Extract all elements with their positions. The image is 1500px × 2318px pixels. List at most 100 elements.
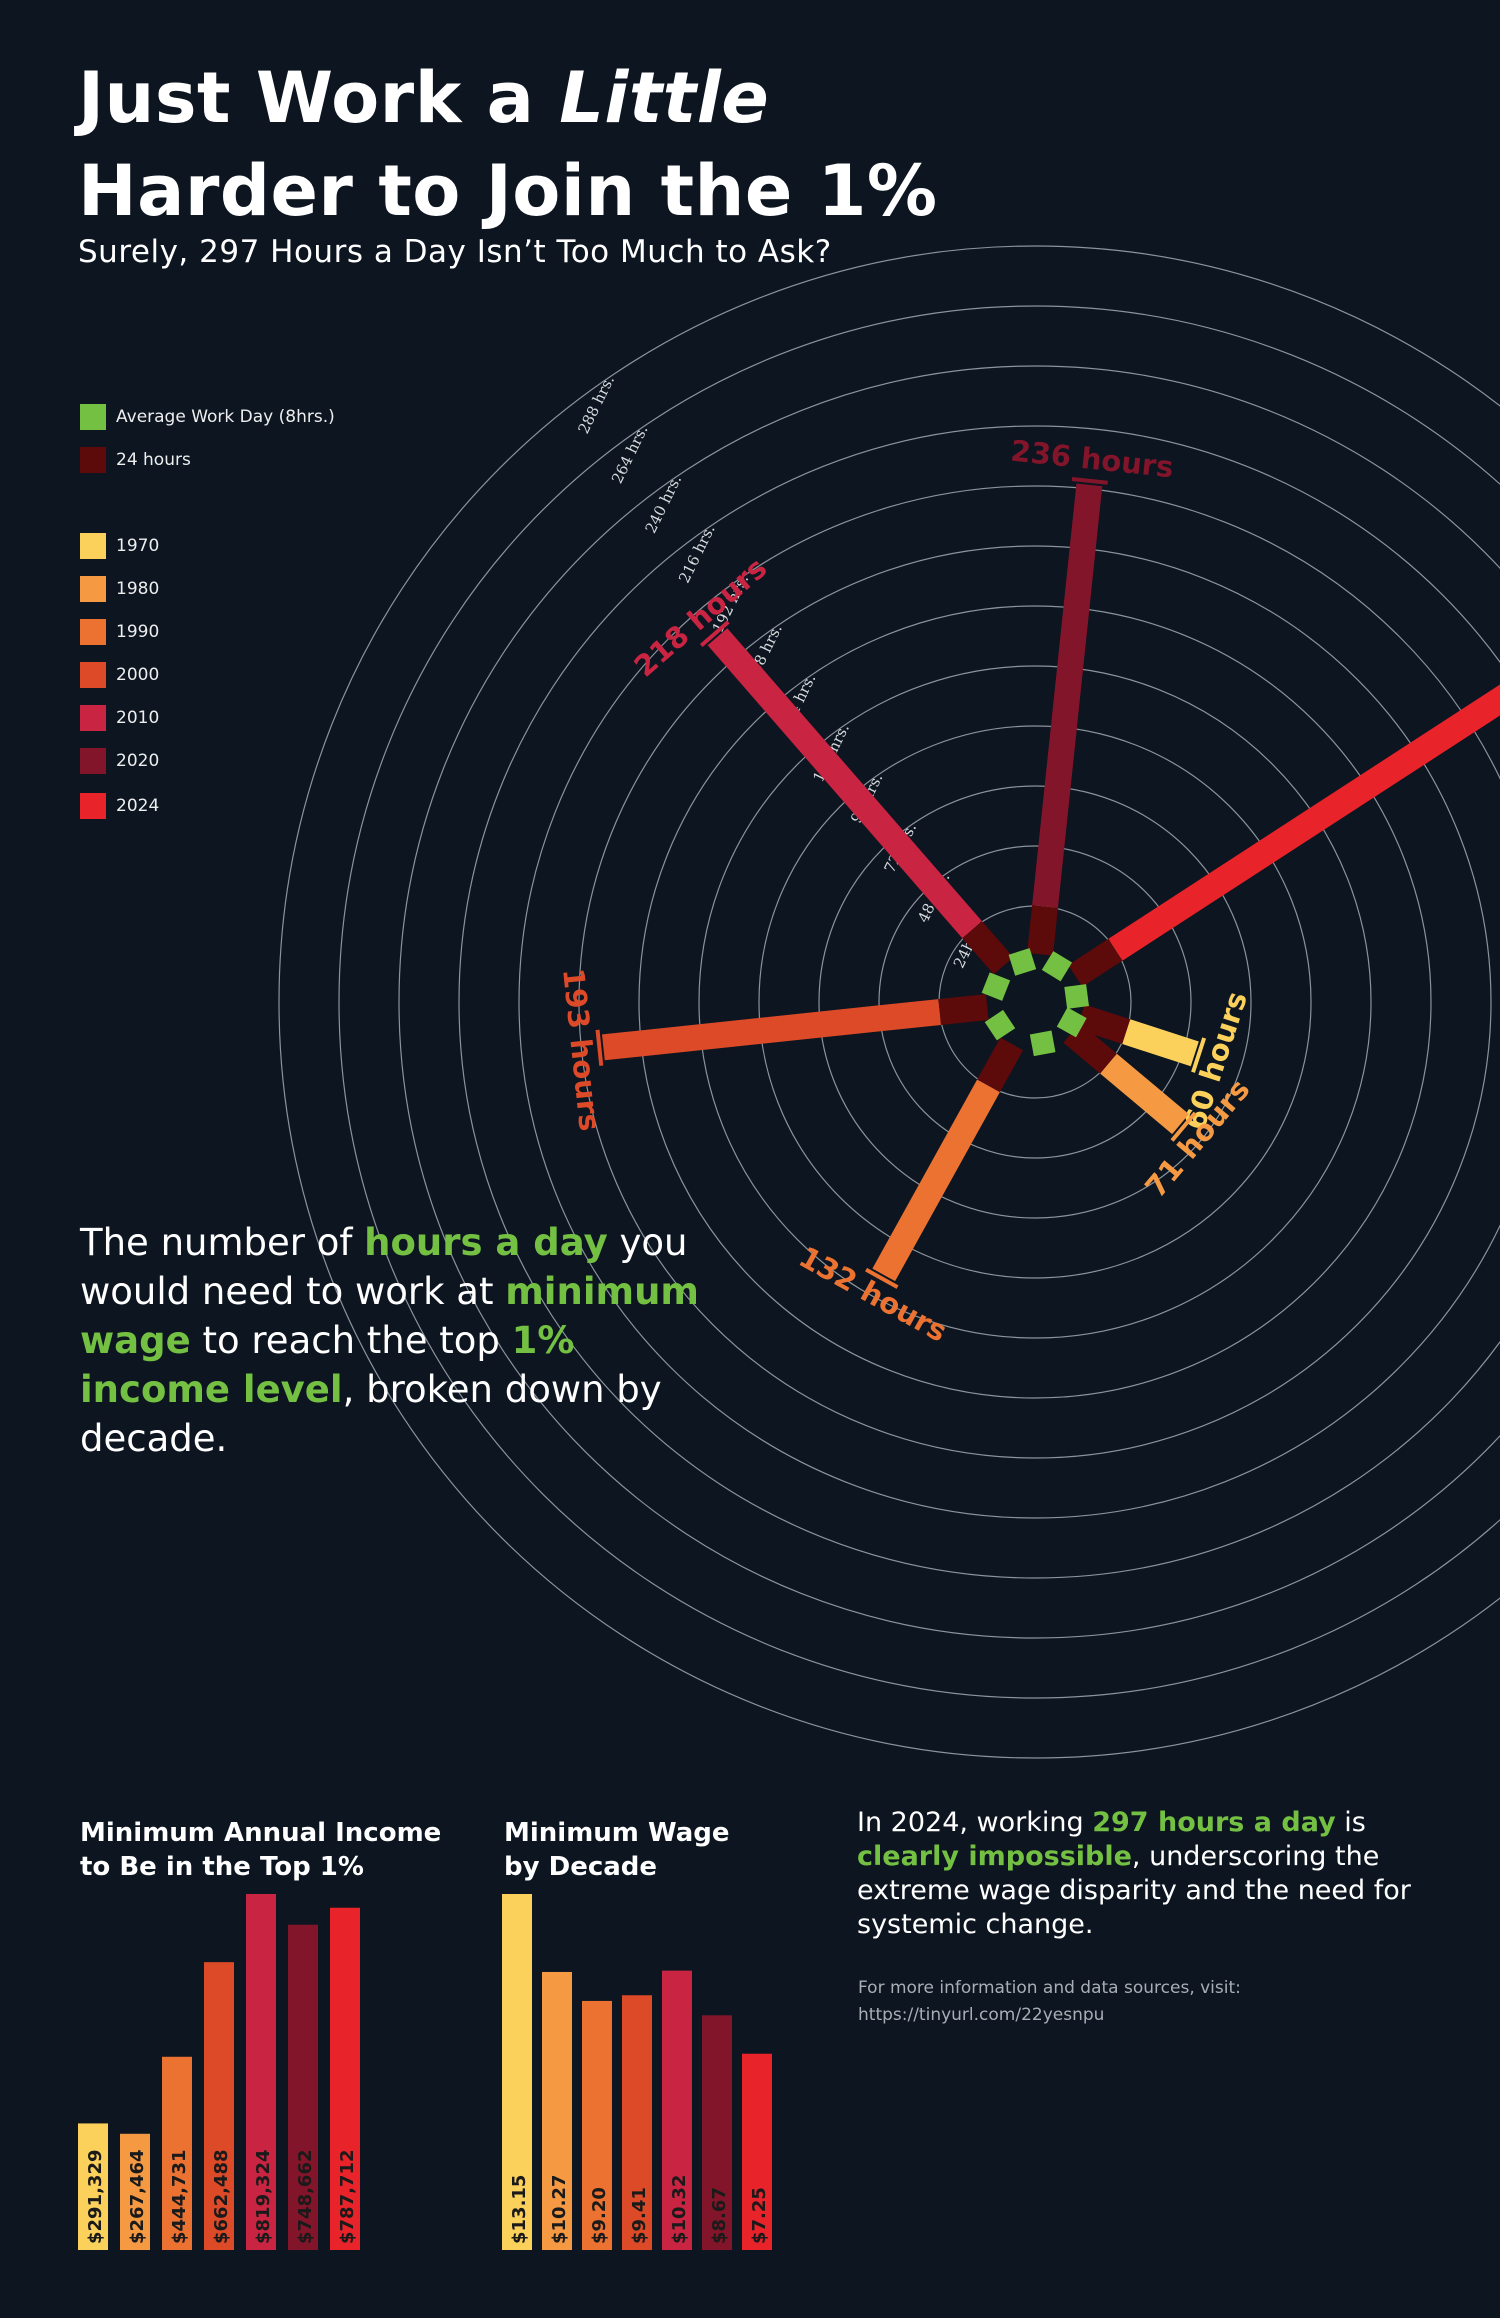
bar-cap — [595, 1029, 604, 1066]
ring-label: 216 hrs. — [675, 522, 719, 586]
legend-swatch — [80, 662, 106, 688]
desc-text-2: you would need to work at — [80, 1221, 688, 1313]
ring — [518, 485, 1500, 1519]
chart-description: The number of hours a day you would need… — [80, 1218, 720, 1463]
workday-marker — [1064, 984, 1089, 1009]
workday-marker — [984, 1009, 1016, 1041]
legend-label: 2010 — [116, 708, 160, 728]
day-segment — [962, 921, 1014, 975]
legend-label: Average Work Day (8hrs.) — [116, 407, 335, 427]
bar-value-label: $7.25 — [749, 2187, 770, 2244]
bar-2020 — [702, 2015, 732, 2250]
bar-value-label: $8.67 — [709, 2187, 730, 2244]
income-title-line2: to Be in the Top 1% — [80, 1852, 364, 1882]
ring — [578, 545, 1492, 1459]
legend-label: 1990 — [116, 622, 160, 642]
legend-item: 2024 — [80, 793, 159, 819]
bar-1980 — [542, 1971, 572, 2250]
title-line2: Harder to Join the 1% — [78, 150, 938, 232]
bar-2024 — [742, 2053, 772, 2250]
bar-2024 — [330, 1907, 360, 2250]
title-line1: Just Work a — [78, 57, 560, 139]
bar-1990 — [162, 2056, 192, 2250]
bar-value-label: $10.32 — [669, 2175, 690, 2244]
ring — [398, 365, 1500, 1639]
title-emphasis: Little — [559, 57, 770, 139]
desc-text-4: , broken down by decade. — [80, 1368, 662, 1460]
legend-swatch — [80, 533, 106, 559]
conclusion-text: In 2024, working 297 hours a day is clea… — [857, 1806, 1417, 1942]
ring — [338, 305, 1500, 1699]
wage-bar-chart: $13.15 $10.27 $9.20 $9.41 $10.32 $8.67 $7.25 — [502, 1894, 772, 2250]
income-chart-title: Minimum Annual Income to Be in the Top 1% — [80, 1816, 441, 1884]
legend-label: 1970 — [116, 536, 160, 556]
bar-value-label: $267,464 — [127, 2149, 148, 2244]
bar-1970 — [1122, 1019, 1199, 1067]
bar-2000 — [622, 1995, 652, 2250]
bar-label-2000: 193 hours — [556, 967, 607, 1133]
legend-swatch — [80, 748, 106, 774]
sources-link[interactable]: https://tinyurl.com/22yesnpu — [858, 2005, 1105, 2025]
page-subtitle: Surely, 297 Hours a Day Isn’t Too Much t… — [78, 234, 832, 270]
bar-1990 — [582, 2000, 612, 2250]
legend-swatch — [80, 705, 106, 731]
legend-label: 2000 — [116, 665, 160, 685]
bar-2010 — [662, 1970, 692, 2250]
bar-value-label: $787,712 — [337, 2149, 358, 2244]
bar-cap — [1071, 476, 1108, 485]
ring — [818, 785, 1252, 1219]
bar-2010 — [707, 628, 982, 939]
legend-swatch — [80, 404, 106, 430]
legend-label: 24 hours — [116, 450, 191, 470]
conclusion-highlight-hours: 297 hours a day — [1092, 1807, 1336, 1838]
ring — [638, 605, 1432, 1399]
income-title-line1: Minimum Annual Income — [80, 1818, 442, 1848]
radial-rings — [278, 245, 1500, 1759]
workday-marker — [1041, 951, 1073, 982]
bar-1970 — [78, 2123, 108, 2250]
day-segment — [1068, 938, 1123, 987]
legend-item: 1970 — [80, 533, 159, 559]
legend-label: 2020 — [116, 751, 160, 771]
bar-value-label: $662,488 — [211, 2149, 232, 2244]
bar-1980 — [1100, 1053, 1189, 1135]
radial-hours-chart: 24hrs.48 hrs.72 hrs.96 hrs.120 hrs.144 h… — [278, 245, 1500, 1759]
desc-text-3: to reach the top — [190, 1319, 512, 1362]
ring-label: 240 hrs. — [642, 472, 686, 536]
wage-title-line2: by Decade — [504, 1852, 658, 1882]
bar-value-label: $9.41 — [629, 2187, 650, 2244]
day-segment — [1076, 1004, 1131, 1045]
legend-item: 2020 — [80, 748, 159, 774]
workday-marker — [1029, 1030, 1056, 1057]
desc-highlight-income: 1% income level — [80, 1319, 575, 1411]
page-title: Just Work a Little Harder to Join the 1% — [78, 52, 938, 238]
ring-label: 288 hrs. — [574, 372, 618, 436]
legend-swatch — [80, 576, 106, 602]
day-segment — [938, 994, 989, 1025]
bar-cap — [1170, 1111, 1197, 1142]
legend-item: 2010 — [80, 705, 159, 731]
conclusion-text-3: , underscoring the extreme wage disparit… — [857, 1841, 1411, 1940]
bar-label-2020: 236 hours — [1009, 434, 1175, 485]
day-segment — [1027, 905, 1058, 956]
legend-item: 24 hours — [80, 447, 191, 473]
desc-highlight-hours: hours a day — [364, 1221, 608, 1264]
bar-value-label: $748,662 — [295, 2149, 316, 2244]
bar-value-label: $10.27 — [549, 2175, 570, 2244]
conclusion-text-2: is — [1335, 1807, 1366, 1838]
legend-swatch — [80, 619, 106, 645]
workday-marker — [1008, 948, 1037, 976]
wage-title-line1: Minimum Wage — [504, 1818, 730, 1848]
ring — [698, 665, 1372, 1339]
bar-2024 — [1108, 684, 1500, 961]
workday-marker — [981, 972, 1011, 1001]
bar-cap — [1191, 1037, 1207, 1073]
bar-value-label: $291,329 — [85, 2149, 106, 2244]
bar-value-label: $819,324 — [253, 2149, 274, 2244]
ring — [878, 845, 1192, 1159]
bar-1970 — [502, 1894, 532, 2250]
wage-chart-title: Minimum Wage by Decade — [504, 1816, 730, 1884]
sources-label: For more information and data sources, v… — [858, 1978, 1241, 1998]
day-segment — [977, 1037, 1024, 1093]
bar-cap — [699, 620, 730, 648]
